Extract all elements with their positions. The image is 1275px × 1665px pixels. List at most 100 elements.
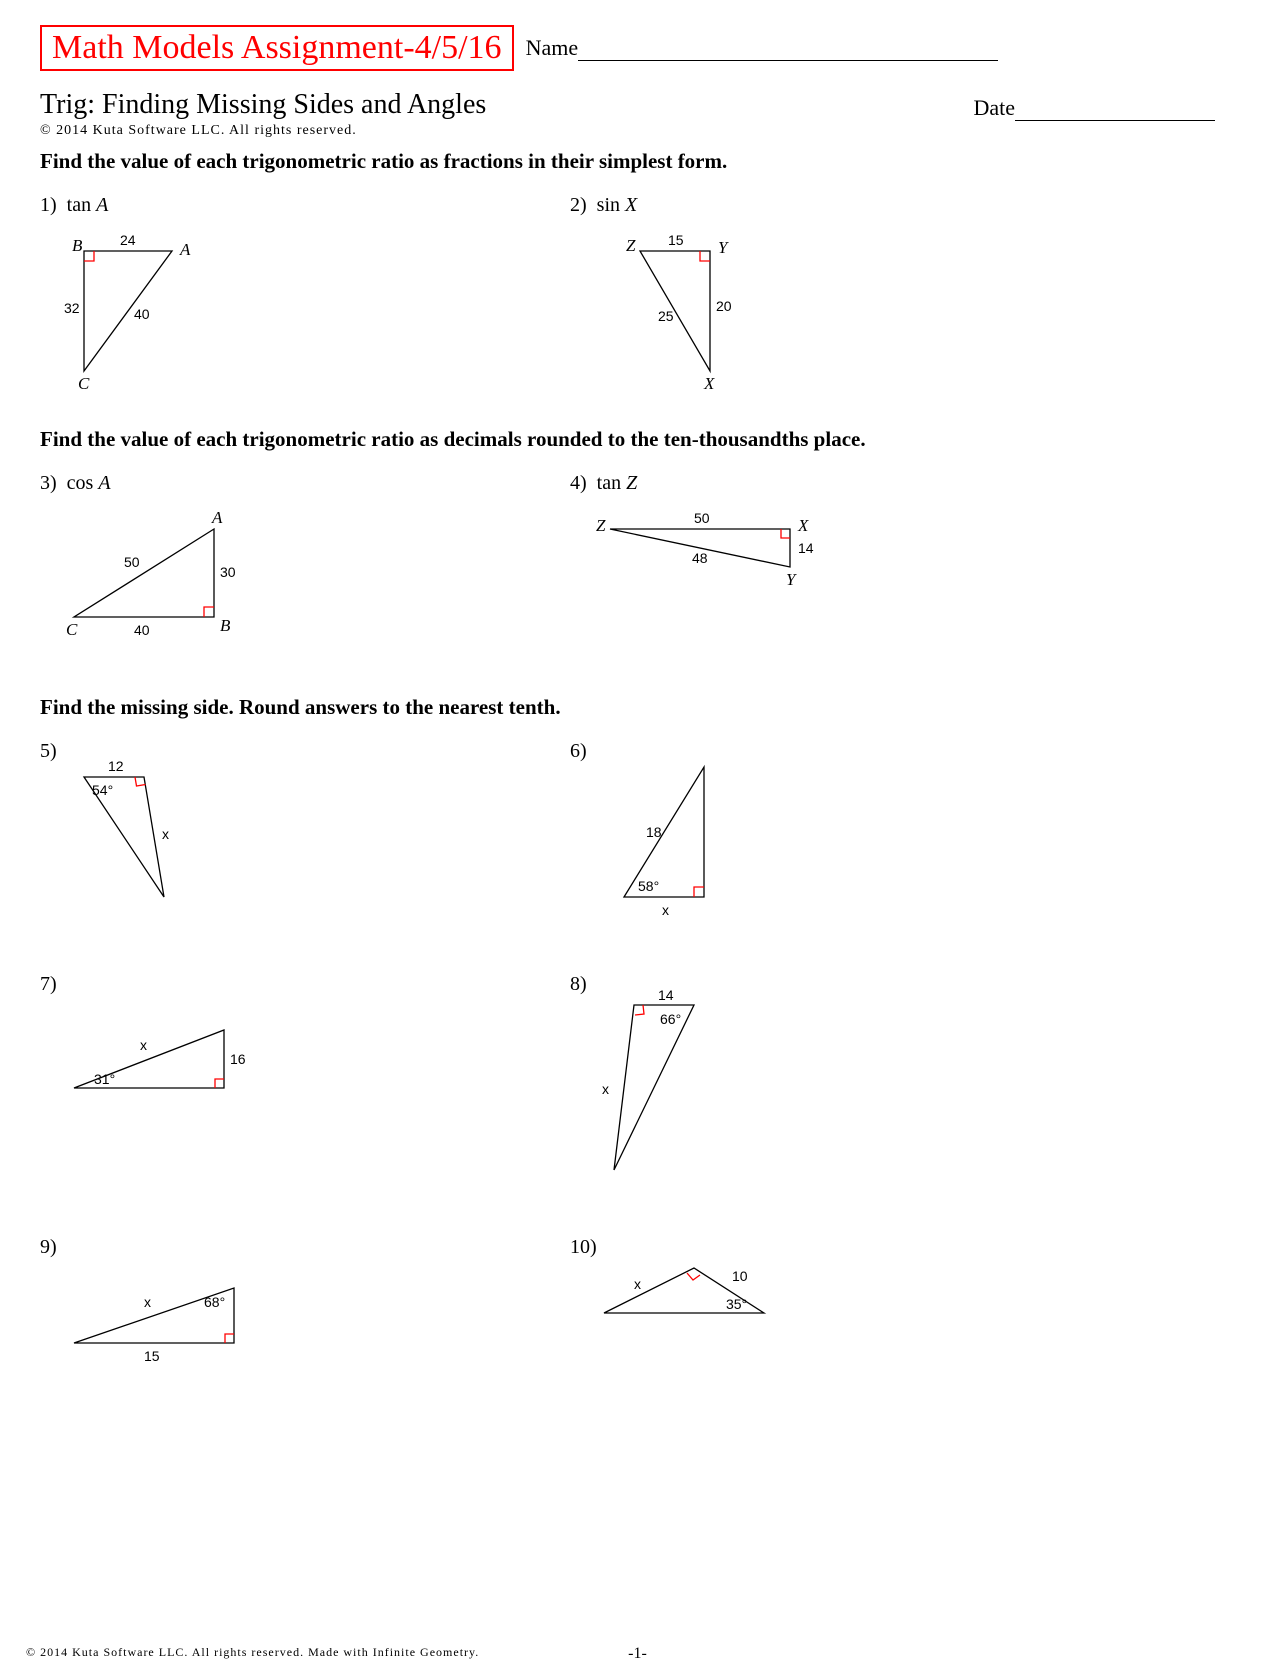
right-angle-icon (694, 887, 704, 897)
problem-7-num: 7) (40, 973, 57, 995)
problem-10: 10) x 10 35° (570, 1236, 1100, 1379)
angle-66: 66° (660, 1011, 681, 1027)
triangle (614, 1005, 694, 1170)
side-tl: x (634, 1276, 641, 1292)
side-ZX: 25 (658, 308, 674, 324)
subtitle: Trig: Finding Missing Sides and Angles (40, 89, 486, 121)
name-label: Name (526, 35, 579, 60)
right-angle-icon (225, 1334, 234, 1343)
problem-9: 9) 15 x 68° (40, 1236, 570, 1379)
side-ZY: 48 (692, 550, 708, 566)
vertex-X: X (797, 516, 809, 535)
date-underline (1015, 98, 1215, 121)
section-heading-3: Find the missing side. Round answers to … (40, 695, 1235, 720)
vertex-X: X (703, 374, 715, 393)
problem-10-diagram: x 10 35° (594, 1253, 1100, 1349)
problem-7-diagram: 16 x 31° (64, 1010, 570, 1126)
side-BA: 30 (220, 564, 236, 580)
side-top: 12 (108, 758, 124, 774)
vertex-Y: Y (786, 570, 797, 589)
side-hyp: 18 (646, 824, 662, 840)
side-right: 16 (230, 1051, 246, 1067)
right-angle-icon (635, 1005, 644, 1015)
row-2: 3) cos A C B A 40 30 50 4) tan Z (40, 472, 1235, 655)
problem-1-diagram: B A C 24 32 40 (64, 231, 570, 397)
header-row: Math Models Assignment-4/5/16 Name (40, 25, 1235, 71)
right-angle-icon (700, 251, 710, 261)
right-angle-icon (687, 1273, 700, 1280)
problem-9-num: 9) (40, 1236, 57, 1258)
worksheet-page: Math Models Assignment-4/5/16 Name Trig:… (0, 0, 1275, 1665)
angle-31: 31° (94, 1071, 115, 1087)
problem-3-label: 3) cos A (40, 472, 111, 494)
problem-3: 3) cos A C B A 40 30 50 (40, 472, 570, 655)
problem-2: 2) sin X Z Y X 15 20 25 (570, 194, 1100, 397)
row-3: 5) 12 x 54° 6) 18 x 58° (40, 740, 1235, 933)
vertex-C: C (78, 374, 90, 393)
vertex-C: C (66, 620, 78, 639)
problem-5-diagram: 12 x 54° (64, 757, 570, 923)
vertex-Z: Z (626, 236, 636, 255)
side-left: x (602, 1081, 609, 1097)
side-BA: 24 (120, 232, 136, 248)
vertex-A: A (211, 508, 223, 527)
vertex-Y: Y (718, 238, 729, 257)
problem-10-num: 10) (570, 1236, 597, 1258)
side-CB: 40 (134, 622, 150, 638)
problem-2-diagram: Z Y X 15 20 25 (620, 231, 1100, 397)
problem-1: 1) tan A B A C 24 32 40 (40, 194, 570, 397)
angle-54: 54° (92, 782, 113, 798)
triangle (74, 529, 214, 617)
vertex-B: B (72, 236, 83, 255)
right-angle-icon (215, 1079, 224, 1088)
footer-left: © 2014 Kuta Software LLC. All rights res… (26, 1645, 479, 1660)
right-angle-icon (781, 529, 790, 538)
side-BC: 32 (64, 300, 80, 316)
side-YX: 20 (716, 298, 732, 314)
side-XY: 14 (798, 540, 814, 556)
row-4: 7) 16 x 31° 8) 14 x 66° (40, 973, 1235, 1196)
problem-6: 6) 18 x 58° (570, 740, 1100, 933)
problem-8-diagram: 14 x 66° (594, 990, 1100, 1196)
problem-9-diagram: 15 x 68° (64, 1273, 570, 1379)
problem-6-diagram: 18 x 58° (594, 757, 1100, 933)
side-bottom: x (662, 902, 669, 918)
section-heading-1: Find the value of each trigonometric rat… (40, 149, 1235, 174)
triangle (640, 251, 710, 371)
side-ZY: 15 (668, 232, 684, 248)
name-field: Name (526, 35, 999, 61)
section-heading-2: Find the value of each trigonometric rat… (40, 427, 1235, 452)
side-hyp: x (140, 1037, 147, 1053)
angle-58: 58° (638, 878, 659, 894)
date-label: Date (973, 95, 1015, 120)
main-title: Math Models Assignment-4/5/16 (40, 25, 514, 71)
row-5: 9) 15 x 68° 10) x 10 35° (40, 1236, 1235, 1379)
problem-4-diagram: Z X Y 50 14 48 (600, 509, 1100, 605)
copyright-top: © 2014 Kuta Software LLC. All rights res… (40, 123, 1235, 139)
side-AC: 40 (134, 306, 150, 322)
triangle (84, 251, 172, 371)
triangle (624, 767, 704, 897)
side-bottom: 15 (144, 1348, 160, 1364)
vertex-B: B (220, 616, 231, 635)
subtitle-row: Trig: Finding Missing Sides and Angles D… (40, 89, 1235, 121)
side-hyp: x (144, 1294, 151, 1310)
angle-35: 35° (726, 1296, 747, 1312)
problem-4-label: 4) tan Z (570, 472, 637, 494)
side-ZX: 50 (694, 510, 710, 526)
problem-1-label: 1) tan A (40, 194, 108, 216)
problem-5-num: 5) (40, 740, 57, 762)
problem-4: 4) tan Z Z X Y 50 14 48 (570, 472, 1100, 655)
problem-2-label: 2) sin X (570, 194, 637, 216)
side-top: 14 (658, 987, 674, 1003)
name-underline (578, 38, 998, 61)
side-tr: 10 (732, 1268, 748, 1284)
side-CA: 50 (124, 554, 140, 570)
problem-3-diagram: C B A 40 30 50 (64, 509, 570, 655)
row-1: 1) tan A B A C 24 32 40 2) sin X (40, 194, 1235, 397)
right-angle-icon (204, 607, 214, 617)
footer-center: -1- (628, 1645, 647, 1663)
problem-7: 7) 16 x 31° (40, 973, 570, 1196)
problem-5: 5) 12 x 54° (40, 740, 570, 933)
angle-68: 68° (204, 1294, 225, 1310)
